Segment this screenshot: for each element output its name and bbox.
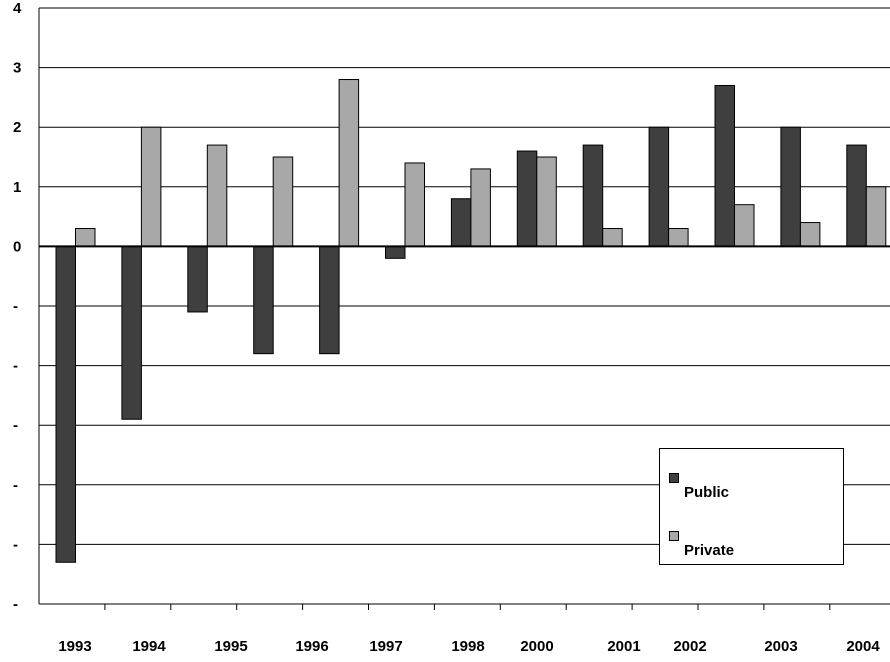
bar-private bbox=[536, 156, 557, 247]
bar-private bbox=[140, 126, 162, 247]
bar-public bbox=[319, 245, 340, 355]
y-tick-label: 3 bbox=[13, 60, 21, 77]
bar-public bbox=[55, 245, 76, 563]
y-tick-label: - bbox=[13, 358, 18, 375]
bar-public bbox=[253, 245, 274, 355]
bar-private bbox=[338, 79, 360, 247]
bar-public bbox=[780, 126, 801, 247]
x-tick-label: 1998 bbox=[451, 638, 484, 655]
bar-private bbox=[206, 144, 228, 247]
bar-private bbox=[799, 222, 821, 247]
y-tick-label: 4 bbox=[13, 0, 22, 17]
bar-private bbox=[602, 228, 623, 247]
x-tick-label: 2002 bbox=[673, 638, 706, 655]
bar-private bbox=[75, 228, 96, 247]
y-tick-label: 1 bbox=[13, 179, 21, 196]
bar-public bbox=[648, 126, 670, 247]
x-tick-label: 2004 bbox=[846, 638, 880, 655]
legend-label-private: Private bbox=[684, 542, 735, 559]
bar-private bbox=[470, 168, 491, 247]
x-tick-label: 2000 bbox=[520, 638, 553, 655]
bar-public bbox=[714, 84, 735, 247]
bar-public bbox=[516, 150, 538, 247]
x-tick-label: 2001 bbox=[607, 638, 640, 655]
y-tick-label: - bbox=[13, 596, 18, 613]
y-tick-label: 0 bbox=[13, 238, 21, 255]
legend-swatch-private bbox=[669, 531, 679, 541]
bar-private bbox=[272, 156, 294, 247]
legend-label-public: Public bbox=[684, 484, 730, 501]
bar-public bbox=[450, 198, 472, 247]
y-tick-label: - bbox=[13, 536, 18, 553]
bar-public bbox=[187, 245, 208, 313]
x-tick-label: 1996 bbox=[295, 638, 328, 655]
legend: Public Private bbox=[659, 448, 844, 565]
bar-private bbox=[668, 228, 689, 247]
y-tick-label: - bbox=[13, 417, 18, 434]
bar-public bbox=[385, 245, 406, 259]
bar-private bbox=[404, 162, 425, 247]
legend-item-public: Public bbox=[669, 473, 839, 513]
bar-public bbox=[582, 144, 604, 247]
legend-item-private: Private bbox=[669, 531, 839, 571]
x-tick-label: 1995 bbox=[214, 638, 247, 655]
x-tick-label: 1993 bbox=[58, 638, 91, 655]
x-tick-label: 1997 bbox=[369, 638, 402, 655]
bar-private bbox=[865, 186, 887, 247]
legend-swatch-public bbox=[669, 473, 679, 483]
y-tick-label: 2 bbox=[13, 119, 21, 136]
bar-public bbox=[846, 144, 867, 247]
y-tick-label: - bbox=[13, 477, 18, 494]
bar-private bbox=[734, 204, 755, 247]
x-tick-label: 1994 bbox=[132, 638, 166, 655]
y-tick-label: - bbox=[13, 298, 18, 315]
bar-public bbox=[121, 245, 142, 420]
x-tick-label: 2003 bbox=[764, 638, 797, 655]
